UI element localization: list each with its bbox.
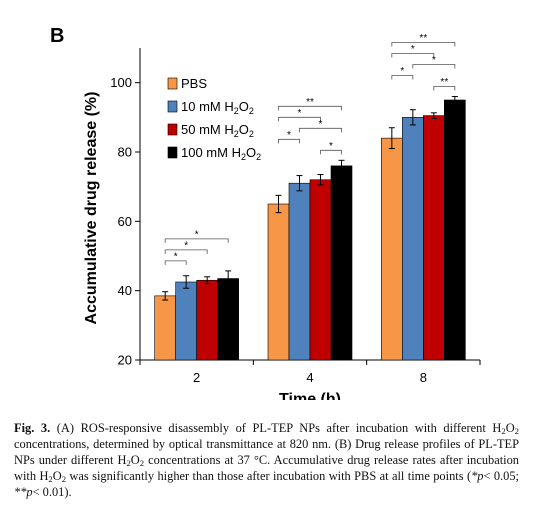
y-axis-title: Accumulative drug release (%) <box>83 92 100 325</box>
significance-bracket <box>391 75 414 80</box>
bars <box>154 99 466 361</box>
significance-bracket <box>164 260 187 265</box>
bar <box>309 179 332 361</box>
y-tick-label: 60 <box>118 214 132 229</box>
x-axis-title: Time (h) <box>279 391 341 400</box>
significance-star: * <box>195 229 199 240</box>
bar <box>402 117 424 361</box>
significance-brackets: **************** <box>164 33 456 265</box>
significance-bracket <box>299 127 342 133</box>
significance-star: ** <box>440 77 448 88</box>
significance-bracket <box>164 238 229 243</box>
caption-label: Fig. 3. <box>14 421 51 435</box>
significance-bracket <box>278 105 342 111</box>
legend-swatch <box>167 77 178 90</box>
bar <box>175 281 197 361</box>
x-tick-label: 4 <box>306 370 313 385</box>
x-tick-label: 2 <box>193 370 200 385</box>
legend-swatch <box>167 123 178 136</box>
figure-caption: Fig. 3. (A) ROS-responsive disassembly o… <box>14 421 520 499</box>
significance-star: * <box>329 141 333 152</box>
legend-swatch <box>167 100 178 113</box>
significance-star: * <box>400 66 404 77</box>
significance-bracket <box>433 86 456 91</box>
significance-bracket <box>164 249 208 254</box>
significance-bracket <box>412 64 456 69</box>
significance-star: ** <box>419 33 427 44</box>
y-tick-label: 40 <box>118 283 132 298</box>
caption-text: O <box>505 421 515 435</box>
legend-swatch <box>167 146 178 159</box>
panel-label: B <box>50 25 64 47</box>
significance-bracket <box>391 53 435 58</box>
bar <box>423 115 445 361</box>
caption-text: O <box>130 453 140 467</box>
caption-text: *p <box>471 469 484 483</box>
caption-text: < 0.01). <box>32 485 72 499</box>
significance-star: ** <box>306 97 314 108</box>
x-tick-label: 8 <box>420 370 427 385</box>
bar <box>267 203 290 361</box>
caption-text: **p <box>14 485 33 499</box>
significance-star: * <box>432 55 436 66</box>
caption-text: O <box>52 469 62 483</box>
y-tick-label: 100 <box>110 75 132 90</box>
legend-label: PBS <box>181 76 207 91</box>
bar <box>217 278 239 361</box>
legend-label: 10 mM H2O2 <box>181 99 254 116</box>
bar <box>330 165 353 361</box>
bar <box>381 137 403 361</box>
error-bars <box>162 96 458 301</box>
bar <box>288 182 311 361</box>
significance-star: * <box>411 44 415 55</box>
significance-bracket <box>320 149 342 155</box>
caption-text: concentrations at 37 °C. Accumulative dr… <box>14 453 519 483</box>
significance-star: * <box>298 108 302 119</box>
significance-star: * <box>174 251 178 262</box>
significance-bracket <box>278 116 321 122</box>
significance-star: * <box>287 130 291 141</box>
legend-label: 50 mM H2O2 <box>181 122 254 139</box>
significance-star: * <box>319 119 323 130</box>
caption-text: < 0.05; <box>483 469 520 483</box>
caption-text: was significantly higher than those afte… <box>66 469 472 483</box>
bar <box>444 99 466 361</box>
y-tick-label: 20 <box>118 353 132 368</box>
caption-text: (A) ROS-responsive disassembly of PL-TEP… <box>50 421 502 435</box>
bar <box>154 295 176 361</box>
caption-text: concentrations, determined by optical tr… <box>14 437 519 467</box>
significance-bracket <box>278 138 300 144</box>
significance-bracket <box>391 42 456 47</box>
bar <box>196 279 218 361</box>
legend: PBS 10 mM H2O2 50 mM H2O2 100 mM H2O2 <box>167 76 261 162</box>
legend-label: 100 mM H2O2 <box>181 145 261 162</box>
significance-star: * <box>184 240 188 251</box>
y-tick-label: 80 <box>118 145 132 160</box>
